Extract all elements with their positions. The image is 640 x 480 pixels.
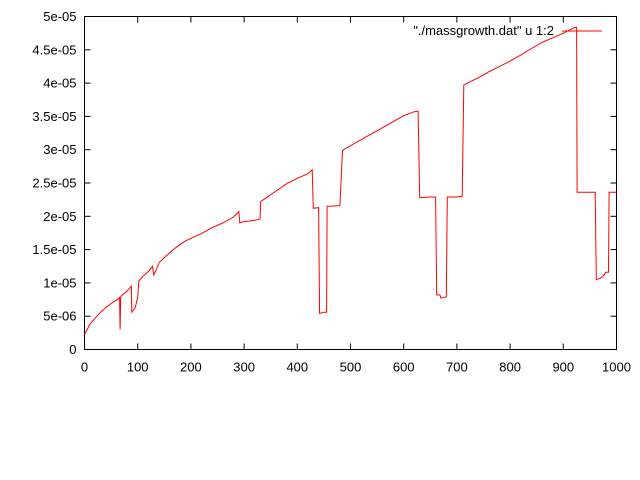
x-tick-label: 300: [233, 360, 255, 375]
y-tick-label: 4e-05: [43, 76, 76, 91]
series-layer: [84, 26, 617, 335]
y-tick-label: 0: [69, 342, 76, 357]
series-line: [84, 26, 617, 335]
y-tick-label: 5e-05: [43, 9, 76, 24]
y-tick-label: 2.5e-05: [32, 176, 76, 191]
y-tick-label: 3.5e-05: [32, 109, 76, 124]
y-axis: 0 5e-06 1e-05 1.5e-05 2e-05 2.5e-05 3e-05 3.5e-…: [32, 9, 617, 357]
legend: "./massgrowth.dat" u 1:2: [413, 23, 602, 38]
x-tick-label: 800: [499, 360, 521, 375]
x-tick-label: 400: [286, 360, 308, 375]
x-tick-label: 200: [180, 360, 202, 375]
y-tick-label: 1.5e-05: [32, 242, 76, 257]
y-tick-label: 4.5e-05: [32, 42, 76, 57]
x-tick-label: 0: [81, 360, 88, 375]
x-tick-label: 1000: [602, 360, 631, 375]
legend-label: "./massgrowth.dat" u 1:2: [413, 23, 554, 38]
y-tick-label: 5e-06: [43, 309, 76, 324]
x-tick-label: 700: [446, 360, 468, 375]
y-tick-label: 2e-05: [43, 209, 76, 224]
x-tick-label: 600: [393, 360, 415, 375]
y-tick-label: 3e-05: [43, 142, 76, 157]
x-tick-label: 100: [127, 360, 149, 375]
x-tick-label: 500: [340, 360, 362, 375]
y-tick-label: 1e-05: [43, 275, 76, 290]
x-tick-label: 900: [552, 360, 574, 375]
x-axis: 0 100 200 300 400 500 600 700 800 900 1000: [81, 16, 631, 375]
plot-frame: [84, 16, 617, 350]
